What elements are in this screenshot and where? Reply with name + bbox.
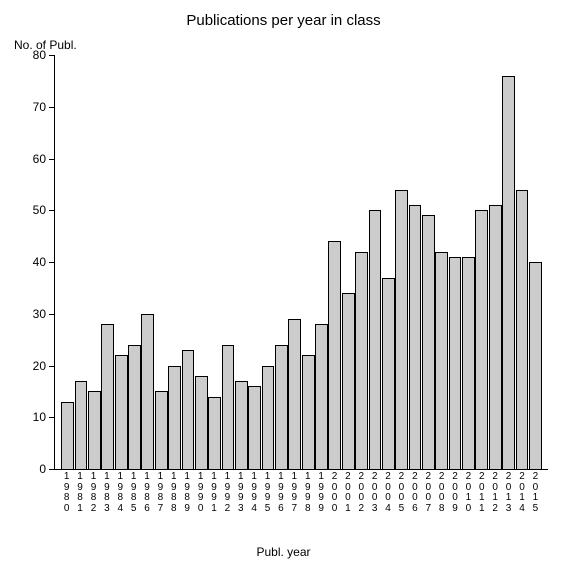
- x-category-label: 1981: [73, 472, 86, 514]
- plot-area: 01020304050607080: [54, 55, 548, 470]
- bar: [235, 381, 248, 469]
- x-category-label: 1980: [60, 472, 73, 514]
- x-axis-categories: 1980198119821983198419851986198719881989…: [54, 472, 548, 514]
- x-axis-label: Publ. year: [0, 545, 567, 559]
- bar: [462, 257, 475, 469]
- y-tick-label: 40: [16, 255, 46, 269]
- y-tick-label: 0: [16, 462, 46, 476]
- y-tick-label: 20: [16, 359, 46, 373]
- x-category-label: 2009: [448, 472, 461, 514]
- x-category-label: 1985: [127, 472, 140, 514]
- bar: [288, 319, 301, 469]
- bar: [208, 397, 221, 469]
- bar: [516, 190, 529, 469]
- x-category-label: 1994: [247, 472, 260, 514]
- y-tick: [49, 210, 55, 211]
- x-category-label: 2015: [529, 472, 542, 514]
- bar: [101, 324, 114, 469]
- x-category-label: 1992: [221, 472, 234, 514]
- bar: [529, 262, 542, 469]
- bar: [248, 386, 261, 469]
- bar: [355, 252, 368, 469]
- x-category-label: 1990: [194, 472, 207, 514]
- x-category-label: 1988: [167, 472, 180, 514]
- bar: [275, 345, 288, 469]
- bar: [489, 205, 502, 469]
- bar: [155, 391, 168, 469]
- x-category-label: 2000: [328, 472, 341, 514]
- y-tick: [49, 417, 55, 418]
- y-tick: [49, 469, 55, 470]
- x-category-label: 1982: [87, 472, 100, 514]
- bar: [395, 190, 408, 469]
- bar: [88, 391, 101, 469]
- y-tick: [49, 107, 55, 108]
- x-category-label: 1984: [114, 472, 127, 514]
- x-category-label: 2003: [368, 472, 381, 514]
- bar: [141, 314, 154, 469]
- x-category-label: 2006: [408, 472, 421, 514]
- bar: [75, 381, 88, 469]
- bar: [409, 205, 422, 469]
- x-category-label: 2013: [502, 472, 515, 514]
- y-tick-label: 80: [16, 48, 46, 62]
- y-tick: [49, 159, 55, 160]
- y-tick: [49, 366, 55, 367]
- x-category-label: 2005: [395, 472, 408, 514]
- bar: [328, 241, 341, 469]
- x-category-label: 2004: [381, 472, 394, 514]
- bar: [502, 76, 515, 469]
- x-category-label: 2002: [355, 472, 368, 514]
- chart-container: Publications per year in class No. of Pu…: [0, 0, 567, 567]
- bar: [369, 210, 382, 469]
- bar: [195, 376, 208, 469]
- x-category-label: 1998: [301, 472, 314, 514]
- bar: [449, 257, 462, 469]
- bar: [222, 345, 235, 469]
- y-tick-label: 10: [16, 410, 46, 424]
- x-category-label: 2012: [489, 472, 502, 514]
- x-category-label: 2014: [515, 472, 528, 514]
- y-tick: [49, 55, 55, 56]
- x-category-label: 1986: [140, 472, 153, 514]
- bar: [262, 366, 275, 470]
- bar: [435, 252, 448, 469]
- bar: [128, 345, 141, 469]
- bar: [115, 355, 128, 469]
- bar: [182, 350, 195, 469]
- x-category-label: 2008: [435, 472, 448, 514]
- bar: [382, 278, 395, 469]
- x-category-label: 1983: [100, 472, 113, 514]
- x-category-label: 1993: [234, 472, 247, 514]
- x-category-label: 1991: [207, 472, 220, 514]
- x-category-label: 1987: [154, 472, 167, 514]
- bar: [61, 402, 74, 469]
- y-tick-label: 30: [16, 307, 46, 321]
- bar: [342, 293, 355, 469]
- bar: [168, 366, 181, 470]
- y-tick-label: 70: [16, 100, 46, 114]
- y-tick-label: 60: [16, 152, 46, 166]
- bar: [315, 324, 328, 469]
- y-tick: [49, 314, 55, 315]
- x-category-label: 1996: [274, 472, 287, 514]
- bars-area: [55, 55, 548, 469]
- bar: [302, 355, 315, 469]
- x-category-label: 2001: [341, 472, 354, 514]
- y-tick: [49, 262, 55, 263]
- x-category-label: 1989: [181, 472, 194, 514]
- bar: [422, 215, 435, 469]
- x-category-label: 1999: [314, 472, 327, 514]
- y-tick-label: 50: [16, 203, 46, 217]
- chart-title: Publications per year in class: [0, 12, 567, 29]
- x-category-label: 2010: [462, 472, 475, 514]
- x-category-label: 1997: [288, 472, 301, 514]
- bar: [475, 210, 488, 469]
- x-category-label: 1995: [261, 472, 274, 514]
- x-category-label: 2011: [475, 472, 488, 514]
- x-category-label: 2007: [422, 472, 435, 514]
